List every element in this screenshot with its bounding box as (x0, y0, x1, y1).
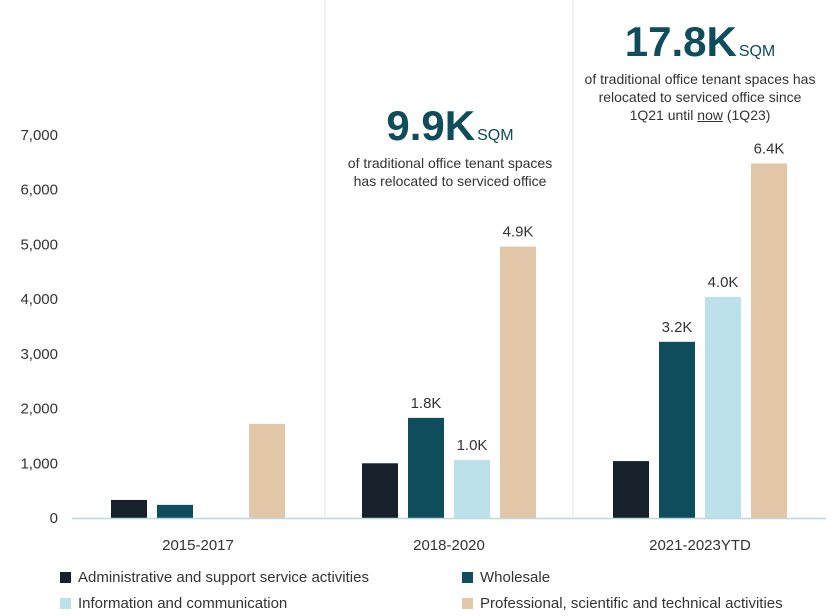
callout-value: 9.9K (386, 102, 476, 149)
y-tick-label: 5,000 (20, 236, 58, 253)
data-label: 1.8K (411, 395, 442, 412)
callout-unit: SQM (738, 43, 776, 60)
x-tick-label: 2018-2020 (413, 537, 485, 554)
y-tick-label: 7,000 (20, 127, 58, 144)
x-tick-label: 2021-2023YTD (649, 537, 751, 554)
data-labels: 1.8K 1.0K 4.9K 3.2K 4.0K 6.4K (411, 140, 785, 454)
x-axis: 2015-2017 2018-2020 2021-2023YTD (72, 517, 826, 554)
data-label: 1.0K (457, 437, 488, 454)
x-tick-label: 2015-2017 (162, 537, 234, 554)
bar (454, 460, 490, 518)
data-label: 6.4K (754, 140, 785, 157)
bar (111, 499, 147, 518)
bar (500, 246, 536, 519)
y-tick-label: 2,000 (20, 401, 58, 418)
y-tick-label: 1,000 (20, 455, 58, 472)
y-tick-label: 4,000 (20, 291, 58, 308)
callout-unit: SQM (477, 127, 514, 144)
callout-now-text: now (697, 107, 723, 123)
bar (249, 423, 285, 518)
bar (751, 163, 787, 519)
bar (613, 461, 649, 518)
callout-2018-2020: 9.9K SQM of traditional office tenant spa… (330, 104, 570, 190)
callout-value: 17.8K (624, 18, 737, 65)
period-dividers (324, 0, 574, 518)
data-label: 4.9K (503, 224, 534, 241)
y-tick-label: 0 (50, 510, 58, 527)
y-tick-label: 3,000 (20, 346, 58, 363)
callout-text-line: of traditional office tenant spaces has (584, 71, 816, 87)
data-label: 4.0K (708, 274, 739, 291)
bar (659, 341, 695, 518)
bar (362, 463, 398, 518)
bars (111, 163, 787, 519)
callout-text-line: 1Q21 until now (1Q23) (570, 106, 830, 124)
data-label: 3.2K (662, 319, 693, 336)
y-tick-label: 6,000 (20, 182, 58, 199)
callout-2021-2023: 17.8K SQM of traditional office tenant sp… (570, 20, 830, 124)
y-axis: 0 1,000 2,000 3,000 4,000 5,000 6,000 7,000 (20, 127, 58, 527)
bar (408, 417, 444, 518)
callout-text-line: of traditional office tenant spaces (347, 155, 553, 171)
callout-text-line: has relocated to serviced office (353, 173, 547, 189)
bar (157, 504, 193, 518)
callout-text-part: 1Q21 until (629, 107, 698, 123)
callout-text-part: (1Q23) (722, 107, 771, 123)
bar (705, 296, 741, 518)
callout-text-line: relocated to serviced office since (598, 89, 802, 105)
